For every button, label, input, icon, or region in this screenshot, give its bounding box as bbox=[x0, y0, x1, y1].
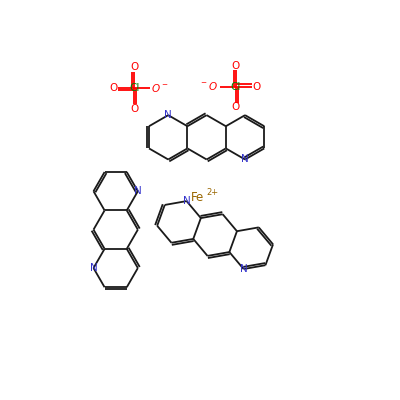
Text: O: O bbox=[253, 82, 261, 92]
Text: Fe: Fe bbox=[191, 191, 204, 204]
Text: N: N bbox=[134, 186, 142, 196]
Text: N: N bbox=[183, 196, 190, 206]
Text: $^-O$: $^-O$ bbox=[199, 80, 218, 92]
Text: $O^-$: $O^-$ bbox=[152, 82, 169, 94]
Text: Cl: Cl bbox=[129, 83, 139, 93]
Text: O: O bbox=[232, 60, 240, 70]
Text: O: O bbox=[109, 83, 117, 93]
Text: 2+: 2+ bbox=[206, 188, 219, 197]
Text: N: N bbox=[164, 110, 172, 120]
Text: Cl: Cl bbox=[231, 82, 241, 92]
Text: N: N bbox=[240, 264, 248, 274]
Text: N: N bbox=[241, 154, 249, 164]
Text: O: O bbox=[232, 102, 240, 112]
Text: O: O bbox=[130, 62, 138, 72]
Text: N: N bbox=[90, 263, 97, 273]
Text: O: O bbox=[130, 104, 138, 114]
